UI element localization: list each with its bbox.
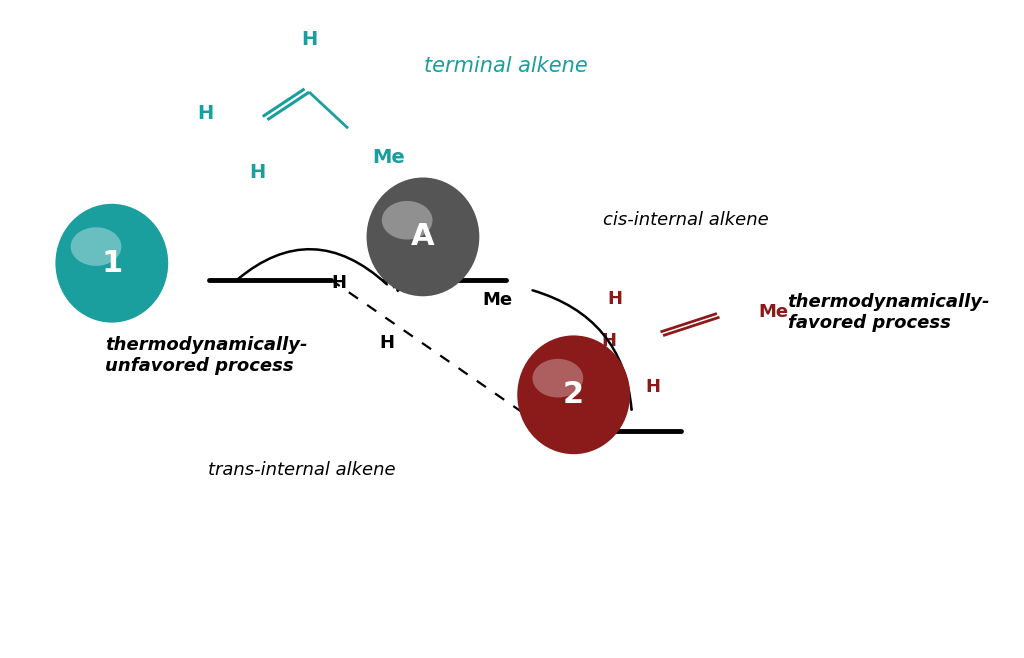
Text: H: H (198, 104, 214, 122)
Text: Me: Me (373, 148, 406, 167)
Ellipse shape (382, 201, 432, 240)
Text: H: H (607, 290, 623, 308)
FancyArrowPatch shape (238, 249, 387, 284)
Text: H: H (646, 378, 660, 396)
Text: A: A (411, 222, 435, 251)
Text: cis-internal alkene: cis-internal alkene (603, 211, 769, 230)
Ellipse shape (517, 336, 630, 454)
Text: 2: 2 (563, 380, 585, 409)
Text: trans-internal alkene: trans-internal alkene (208, 461, 395, 480)
Ellipse shape (55, 204, 168, 322)
Text: terminal alkene: terminal alkene (424, 56, 588, 76)
Text: Me: Me (759, 303, 788, 321)
Text: H: H (378, 232, 392, 250)
Text: H: H (301, 30, 317, 49)
Text: H: H (380, 334, 394, 351)
Text: H: H (331, 274, 346, 292)
Text: thermodynamically-
favored process: thermodynamically- favored process (787, 293, 990, 332)
Ellipse shape (367, 178, 479, 296)
Text: H: H (250, 163, 266, 182)
Text: thermodynamically-
unfavored process: thermodynamically- unfavored process (105, 336, 307, 374)
FancyArrowPatch shape (532, 290, 632, 409)
Text: Me: Me (482, 291, 512, 309)
Text: 1: 1 (101, 249, 123, 278)
Text: H: H (601, 332, 616, 350)
Ellipse shape (71, 227, 122, 266)
Ellipse shape (532, 359, 584, 397)
